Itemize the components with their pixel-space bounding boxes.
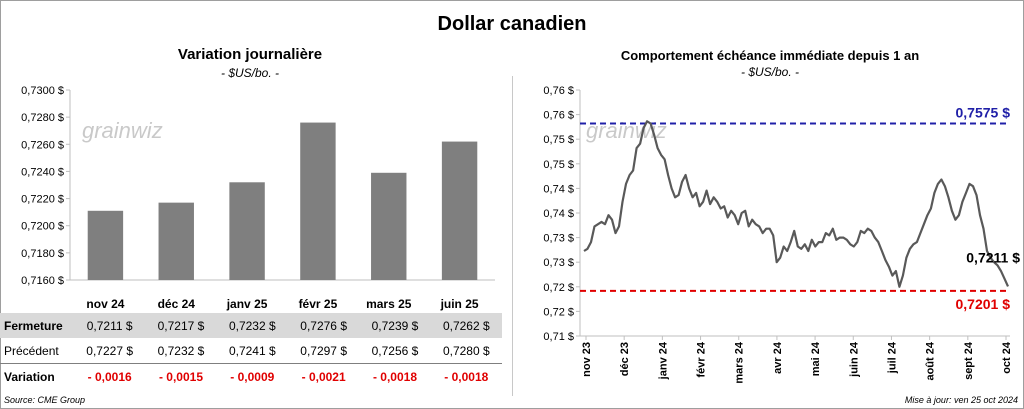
table-cell: - 0,0009 bbox=[230, 369, 275, 384]
y-tick-label: 0,7300 $ bbox=[21, 85, 64, 97]
x-tick-label: déc 23 bbox=[619, 342, 631, 376]
y-tick-label: 0,72 $ bbox=[543, 282, 574, 294]
table-row-previous: Précédent 0,7227 $ 0,7232 $ 0,7241 $ 0,7… bbox=[0, 338, 502, 364]
line-chart-title: Comportement échéance immédiate depuis 1… bbox=[620, 48, 920, 63]
y-tick-label: 0,73 $ bbox=[543, 257, 574, 269]
bar-chart-subtitle: - $US/bo. - bbox=[220, 66, 280, 80]
table-cell: 0,7211 $ bbox=[74, 313, 146, 338]
table-cell: - 0,0015 bbox=[158, 369, 204, 384]
y-tick-label: 0,75 $ bbox=[543, 159, 574, 171]
table-cell: 0,7262 $ bbox=[430, 313, 502, 338]
y-tick-label: 0,7240 $ bbox=[21, 166, 64, 178]
table-row-closing: Fermeture 0,7211 $ 0,7217 $ 0,7232 $ 0,7… bbox=[0, 313, 502, 338]
table-cell: 0,7232 $ bbox=[216, 313, 288, 338]
bar-chart: 0,7160 $ 0,7180 $ 0,7200 $ 0,7220 $ 0,7240 $… bbox=[21, 85, 495, 311]
x-tick-label: oct 24 bbox=[1001, 341, 1013, 374]
y-tick-label: 0,74 $ bbox=[543, 183, 574, 195]
bar bbox=[300, 122, 336, 280]
table-cell: - 0,0018 bbox=[444, 369, 489, 384]
x-tick-label: nov 23 bbox=[581, 342, 593, 377]
table-cell: 0,7280 $ bbox=[430, 338, 502, 364]
y-tick-label: 0,72 $ bbox=[543, 306, 574, 318]
bar-chart-title: Variation journalière bbox=[177, 46, 323, 63]
x-tick-label: févr 25 bbox=[299, 297, 338, 311]
table-row-variation: Variation - 0,0016 - 0,0015 - 0,0009 - 0… bbox=[0, 364, 502, 390]
table-cell: 0,7256 $ bbox=[359, 338, 431, 364]
row-label: Précédent bbox=[0, 338, 74, 364]
x-tick-label: juin 25 bbox=[440, 297, 479, 311]
table-cell: - 0,0016 bbox=[87, 369, 132, 384]
x-tick-label: août 24 bbox=[925, 341, 937, 380]
bar bbox=[441, 141, 478, 280]
row-label: Fermeture bbox=[0, 313, 74, 338]
update-note: Mise à jour: ven 25 oct 2024 bbox=[904, 395, 1018, 405]
table-cell: - 0,0021 bbox=[301, 369, 346, 384]
y-tick-label: 0,73 $ bbox=[543, 233, 574, 245]
row-label: Variation bbox=[4, 369, 55, 384]
x-tick-label: janv 24 bbox=[657, 341, 669, 380]
y-tick-label: 0,7160 $ bbox=[21, 275, 64, 287]
y-tick-label: 0,7180 $ bbox=[21, 248, 64, 260]
x-tick-label: sept 24 bbox=[963, 341, 975, 380]
x-tick-label: mai 24 bbox=[810, 341, 822, 376]
last-value-label: 0,7211 $ bbox=[966, 249, 1020, 265]
y-tick-label: 0,74 $ bbox=[543, 208, 574, 220]
x-tick-label: juil 24 bbox=[886, 341, 898, 374]
y-tick-label: 0,71 $ bbox=[543, 331, 574, 343]
bar bbox=[87, 210, 124, 280]
x-tick-label: juin 24 bbox=[848, 341, 860, 378]
x-tick-label: nov 24 bbox=[86, 297, 124, 311]
table-cell: 0,7297 $ bbox=[287, 338, 360, 364]
table-cell: 0,7217 $ bbox=[145, 313, 217, 338]
line-chart: 0,71 $ 0,72 $ 0,72 $ 0,73 $ 0,73 $ 0,74 $ 0,74… bbox=[543, 85, 1020, 384]
bar bbox=[229, 182, 265, 280]
series-line bbox=[583, 120, 1010, 288]
summary-table: Fermeture 0,7211 $ 0,7217 $ 0,7232 $ 0,7… bbox=[0, 313, 502, 389]
x-tick-label: déc 24 bbox=[158, 297, 196, 311]
y-tick-label: 0,76 $ bbox=[543, 85, 574, 97]
x-tick-label: janv 25 bbox=[226, 297, 268, 311]
y-tick-label: 0,7220 $ bbox=[21, 194, 64, 206]
table-cell: 0,7232 $ bbox=[145, 338, 217, 364]
table-cell: - 0,0018 bbox=[372, 369, 417, 384]
line-chart-subtitle: - $US/bo. - bbox=[740, 65, 800, 79]
y-tick-label: 0,75 $ bbox=[543, 134, 574, 146]
table-cell: 0,7227 $ bbox=[74, 338, 146, 364]
y-tick-label: 0,7200 $ bbox=[21, 221, 64, 233]
x-tick-label: mars 25 bbox=[366, 297, 412, 311]
x-tick-label: mars 24 bbox=[734, 341, 746, 383]
bar bbox=[371, 172, 407, 280]
x-tick-label: avr 24 bbox=[772, 341, 784, 374]
table-cell: 0,7241 $ bbox=[216, 338, 288, 364]
y-tick-label: 0,76 $ bbox=[543, 110, 574, 122]
watermark-logo: grainwiz bbox=[82, 118, 163, 143]
table-cell: 0,7276 $ bbox=[287, 313, 360, 338]
y-tick-label: 0,7280 $ bbox=[21, 112, 64, 124]
main-title: Dollar canadien bbox=[437, 13, 587, 35]
low-annotation-label: 0,7201 $ bbox=[956, 296, 1011, 312]
source-note: Source: CME Group bbox=[4, 395, 86, 405]
table-cell: 0,7239 $ bbox=[359, 313, 431, 338]
x-tick-label: févr 24 bbox=[696, 341, 708, 377]
bar bbox=[158, 202, 194, 280]
y-tick-label: 0,7260 $ bbox=[21, 139, 64, 151]
panel-divider bbox=[512, 76, 513, 396]
high-annotation-label: 0,7575 $ bbox=[956, 105, 1011, 121]
